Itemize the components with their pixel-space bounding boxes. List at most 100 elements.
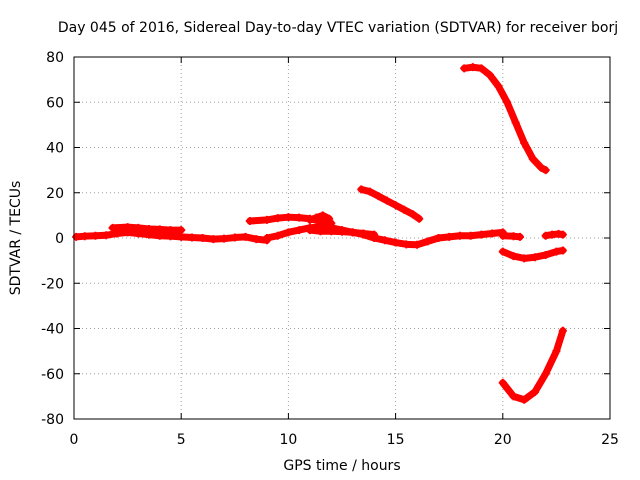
data-point (552, 347, 561, 356)
data-point (530, 253, 539, 262)
y-tick-label: 40 (46, 141, 64, 157)
series-trace-k (498, 231, 524, 241)
data-point (325, 214, 334, 223)
y-tick-label: 20 (46, 186, 64, 202)
data-point (537, 163, 546, 172)
data-point (498, 378, 507, 387)
x-tick-label: 25 (601, 432, 619, 448)
data-point (494, 82, 503, 91)
data-point (348, 228, 357, 237)
data-point (108, 223, 117, 232)
plot-frame (73, 56, 611, 420)
data-point (177, 226, 186, 235)
data-point (391, 201, 400, 210)
data-point (511, 118, 520, 127)
data-point (380, 236, 389, 245)
data-point (558, 326, 567, 335)
data-point (391, 238, 400, 247)
series-trace-e (305, 226, 379, 239)
data-point (400, 205, 409, 214)
data-point (245, 217, 254, 226)
data-point (498, 247, 507, 256)
x-axis-label: GPS time / hours (283, 458, 400, 474)
series-trace-j (498, 326, 567, 404)
data-point (284, 213, 293, 222)
series-trace-b (108, 223, 186, 235)
data-point (357, 185, 366, 194)
data-point (374, 192, 383, 201)
data-point (503, 98, 512, 107)
x-tick-label: 0 (70, 432, 79, 448)
data-point (445, 232, 454, 241)
data-point (305, 215, 314, 224)
y-tick-label: -40 (41, 322, 64, 338)
data-point (520, 138, 529, 147)
x-tick-label: 10 (279, 432, 297, 448)
series-trace-i (498, 246, 567, 263)
data-point (102, 231, 111, 240)
data-point (365, 187, 374, 196)
data-point (187, 233, 196, 242)
y-tick-label: 80 (46, 50, 64, 66)
series-trace-h (460, 63, 550, 175)
x-tick-label: 5 (177, 432, 186, 448)
data-point (530, 387, 539, 396)
data-point (434, 234, 443, 242)
data-point (177, 232, 186, 241)
y-tick-label: -80 (41, 412, 64, 428)
data-point (359, 229, 368, 238)
data-point (338, 227, 346, 236)
data-point (241, 232, 250, 241)
series-trace-d (262, 222, 507, 249)
data-series (72, 63, 567, 404)
data-point (123, 223, 132, 232)
data-point (558, 230, 567, 239)
data-point (498, 231, 507, 240)
data-point (541, 231, 550, 240)
data-point (327, 227, 336, 236)
data-point (166, 226, 175, 235)
data-point (262, 215, 271, 224)
chart-title: Day 045 of 2016, Sidereal Day-to-day VTE… (58, 20, 618, 36)
data-point (552, 247, 561, 256)
data-point (220, 234, 229, 243)
data-point (273, 231, 282, 240)
axis-ticks: 0 5 10 15 20 25 -80 -60 -40 -20 0 20 40 60 80 (41, 50, 619, 448)
series-trace-g (357, 185, 424, 223)
data-point (209, 235, 218, 244)
data-point (541, 166, 550, 175)
data-point (528, 154, 537, 163)
data-point (541, 369, 550, 378)
data-point (230, 233, 239, 242)
data-point (558, 246, 567, 255)
data-point (383, 196, 392, 205)
data-point (305, 226, 314, 235)
data-point (91, 231, 100, 240)
data-point (316, 227, 325, 236)
series-trace (499, 327, 567, 404)
x-tick-label: 15 (387, 432, 405, 448)
data-point (295, 213, 304, 222)
data-point (318, 211, 327, 220)
data-point (541, 250, 550, 259)
data-point (408, 210, 417, 219)
data-point (134, 223, 143, 232)
data-point (485, 71, 494, 80)
data-point (284, 228, 293, 237)
data-point (466, 231, 475, 240)
data-point (477, 230, 486, 239)
y-tick-label: 60 (46, 95, 64, 111)
data-point (402, 240, 411, 249)
data-point (295, 226, 304, 235)
data-point (80, 232, 89, 241)
y-tick-label: -60 (41, 367, 64, 383)
y-tick-label: -20 (41, 276, 64, 292)
series-trace-f (305, 211, 334, 224)
series-trace (306, 211, 333, 224)
x-tick-label: 20 (494, 432, 512, 448)
data-point (155, 225, 164, 234)
data-point (415, 214, 424, 223)
data-point (262, 234, 271, 242)
data-point (515, 232, 524, 241)
